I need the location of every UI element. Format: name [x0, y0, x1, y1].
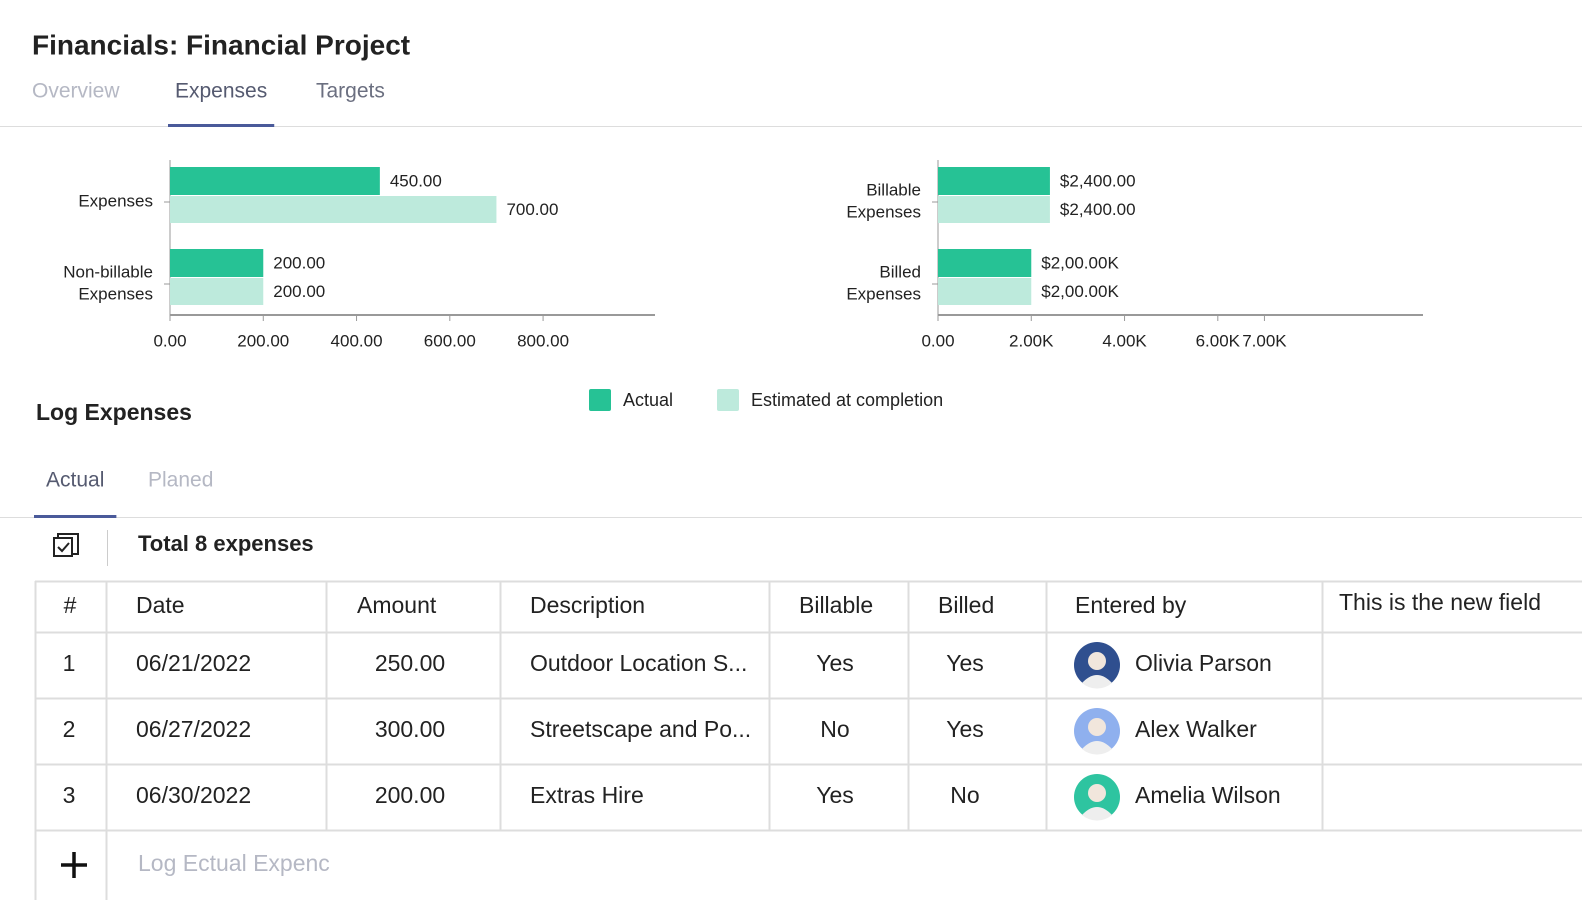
avatar-head	[1088, 718, 1106, 736]
bar	[170, 167, 380, 195]
column-header: Description	[530, 592, 645, 618]
x-tick-label: 400.00	[331, 331, 383, 350]
x-tick-label: 200.00	[237, 331, 289, 350]
add-icon[interactable]	[61, 852, 87, 878]
table-cell: 3	[63, 782, 76, 808]
table-cell: No	[820, 716, 849, 742]
bar	[170, 196, 497, 223]
bar	[170, 278, 264, 305]
column-header: Date	[136, 592, 185, 618]
table-cell: 2	[63, 716, 76, 742]
column-header: Billable	[799, 592, 873, 618]
x-tick-label: 800.00	[517, 331, 569, 350]
table-cell: Extras Hire	[530, 782, 644, 808]
legend-swatch	[717, 389, 739, 411]
table-cell: 06/30/2022	[136, 782, 251, 808]
table-cell: Yes	[816, 782, 854, 808]
x-tick-label: 6.00K	[1196, 331, 1241, 350]
tab[interactable]: Targets	[316, 80, 385, 103]
y-tick-label: Expenses	[78, 191, 153, 210]
table-cell: 200.00	[375, 782, 445, 808]
section-title: Log Expenses	[36, 399, 192, 425]
bar	[938, 278, 1032, 305]
value-label: $2,00.00K	[1041, 253, 1119, 272]
page-title: Financials: Financial Project	[32, 29, 410, 60]
avatar-body	[1082, 741, 1112, 755]
y-tick-label: Expenses	[846, 202, 921, 221]
tab[interactable]: Planed	[148, 469, 213, 492]
table-cell: Outdoor Location S...	[530, 650, 747, 676]
x-tick-label: 2.00K	[1009, 331, 1054, 350]
user-name: Olivia Parson	[1135, 650, 1272, 676]
value-label: 200.00	[273, 282, 325, 301]
x-tick-label: 7.00K	[1242, 331, 1287, 350]
legend-label: Actual	[623, 390, 673, 410]
x-tick-label: 600.00	[424, 331, 476, 350]
table-cell: 250.00	[375, 650, 445, 676]
bar	[938, 167, 1050, 195]
x-tick-label: 0.00	[921, 331, 954, 350]
tab[interactable]: Expenses	[175, 80, 267, 103]
x-tick-label: 0.00	[153, 331, 186, 350]
user-name: Alex Walker	[1135, 716, 1257, 742]
column-header: Entered by	[1075, 592, 1187, 618]
total-count: Total 8 expenses	[138, 531, 314, 556]
column-header: Amount	[357, 592, 437, 618]
legend-swatch	[589, 389, 611, 411]
column-header: #	[64, 592, 77, 618]
x-tick-label: 4.00K	[1102, 331, 1147, 350]
bar	[170, 249, 264, 277]
table-cell: 06/21/2022	[136, 650, 251, 676]
table-cell: Yes	[946, 650, 984, 676]
value-label: $2,400.00	[1060, 200, 1136, 219]
table-cell: Yes	[946, 716, 984, 742]
table-cell: Streetscape and Po...	[530, 716, 751, 742]
value-label: 200.00	[273, 253, 325, 272]
select-all-icon[interactable]	[53, 533, 79, 557]
tab-underline	[34, 515, 117, 518]
bar	[938, 249, 1032, 277]
value-label: $2,400.00	[1060, 171, 1136, 190]
y-tick-label: Billed	[879, 262, 921, 281]
value-label: $2,00.00K	[1041, 282, 1119, 301]
value-label: 700.00	[506, 200, 558, 219]
table-cell: 1	[63, 650, 76, 676]
column-header: Billed	[938, 592, 994, 618]
table-cell: 300.00	[375, 716, 445, 742]
tab-underline	[168, 124, 275, 127]
tab[interactable]: Overview	[32, 80, 120, 103]
avatar-body	[1082, 807, 1112, 821]
table-cell: Yes	[816, 650, 854, 676]
legend-label: Estimated at completion	[751, 390, 943, 410]
tab[interactable]: Actual	[46, 469, 104, 492]
y-tick-label: Expenses	[846, 284, 921, 303]
avatar-head	[1088, 652, 1106, 670]
table-cell: 06/27/2022	[136, 716, 251, 742]
avatar-head	[1088, 784, 1106, 802]
column-header: This is the new field	[1339, 589, 1541, 615]
table-cell: No	[950, 782, 979, 808]
y-tick-label: Expenses	[78, 284, 153, 303]
add-input[interactable]: Log Ectual Expenc	[138, 850, 330, 876]
y-tick-label: Billable	[866, 180, 921, 199]
user-name: Amelia Wilson	[1135, 782, 1281, 808]
y-tick-label: Non-billable	[63, 262, 153, 281]
bar	[938, 196, 1050, 223]
value-label: 450.00	[390, 171, 442, 190]
avatar-body	[1082, 675, 1112, 689]
